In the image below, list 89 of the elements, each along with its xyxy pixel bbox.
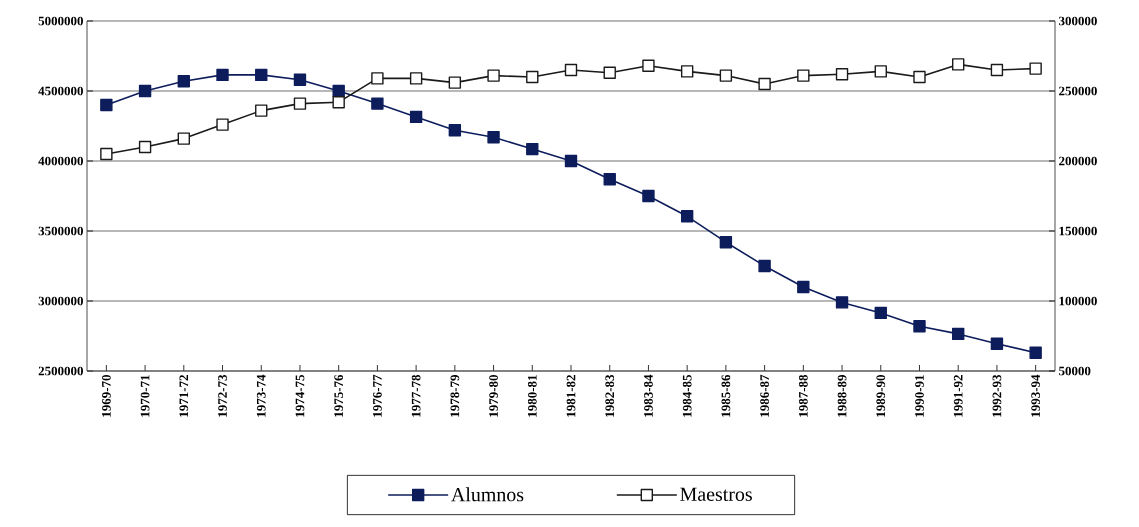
point	[526, 70, 539, 84]
point	[797, 280, 810, 294]
y-tick-label: 3500000	[38, 226, 83, 236]
point	[680, 210, 694, 223]
point	[952, 58, 965, 71]
point	[564, 154, 578, 168]
x-tick-label: 1979-80	[489, 375, 498, 417]
point	[409, 72, 423, 85]
point	[835, 296, 849, 309]
point	[758, 77, 771, 91]
point	[138, 140, 152, 154]
x-tick-label: 1974-75	[295, 375, 305, 417]
point	[719, 69, 733, 82]
point	[952, 327, 965, 341]
point	[448, 124, 462, 137]
y-tick-label: 4500000	[38, 86, 83, 96]
y2-tick-label: 100000	[1059, 296, 1097, 306]
point	[487, 131, 500, 144]
point	[216, 68, 229, 82]
legend-label: Alumnos	[451, 487, 524, 502]
point	[216, 118, 229, 131]
x-tick-label: 1993-94	[1031, 374, 1040, 417]
x-tick-label: 1991-92	[953, 375, 963, 417]
point	[874, 65, 887, 78]
x-tick-label: 1987-88	[798, 374, 808, 417]
y-tick-label: 3000000	[38, 296, 83, 306]
point	[255, 104, 268, 117]
y-tick-label: 2500000	[38, 366, 83, 376]
point	[758, 259, 771, 273]
x-tick-label: 1980-81	[527, 375, 537, 417]
point	[603, 66, 616, 79]
point	[990, 337, 1004, 350]
point	[138, 84, 152, 98]
point	[642, 189, 655, 203]
point	[835, 68, 849, 81]
x-tick-label: 1990-91	[915, 375, 924, 417]
x-tick-label: 1992-93	[992, 374, 1002, 417]
point	[797, 69, 810, 82]
y2-tick-label: 50000	[1059, 366, 1091, 376]
point	[913, 70, 926, 84]
y-tick-label: 4000000	[38, 156, 83, 166]
x-tick-label: 1975-76	[334, 374, 344, 417]
point	[1029, 62, 1042, 75]
point	[332, 96, 345, 109]
point	[177, 75, 190, 88]
x-tick-label: 1983-84	[644, 374, 653, 417]
x-tick-label: 1973-74	[256, 374, 266, 417]
point	[719, 236, 733, 249]
point	[409, 110, 423, 124]
x-tick-label: 1972-73	[218, 374, 227, 417]
x-tick-label: 1981-82	[566, 375, 576, 417]
point	[100, 98, 113, 112]
y-tick-label: 5000000	[38, 16, 83, 26]
point	[332, 84, 345, 98]
point	[526, 142, 539, 156]
point	[448, 76, 462, 89]
point	[371, 72, 384, 85]
point	[255, 68, 268, 82]
x-tick-label: 1971-72	[179, 375, 189, 417]
x-tick-label: 1970-71	[140, 375, 150, 417]
point	[603, 173, 616, 186]
point	[680, 65, 694, 78]
x-tick-label: 1976-77	[373, 374, 382, 417]
point	[293, 97, 307, 110]
point	[913, 320, 926, 333]
legend-label: Maestros	[680, 487, 752, 501]
x-tick-label: 1977-78	[411, 374, 421, 417]
y2-tick-label: 150000	[1059, 226, 1097, 236]
point	[371, 97, 384, 110]
point	[487, 69, 500, 82]
point	[177, 132, 190, 145]
point	[1029, 346, 1042, 359]
y2-tick-label: 300000	[1059, 16, 1097, 26]
point	[100, 147, 113, 161]
point	[990, 63, 1004, 77]
point	[874, 306, 887, 320]
y2-tick-label: 250000	[1059, 86, 1097, 96]
point	[642, 59, 655, 72]
x-tick-label: 1985-86	[721, 374, 731, 417]
x-tick-label: 1984-85	[682, 375, 692, 417]
point	[564, 63, 578, 77]
point	[293, 73, 307, 86]
x-tick-label: 1986-87	[760, 374, 769, 417]
x-tick-label: 1989-90	[876, 375, 886, 417]
x-tick-label: 1982-83	[605, 374, 615, 417]
x-tick-label: 1988-89	[837, 374, 847, 417]
x-tick-label: 1978-79	[450, 374, 460, 417]
y2-tick-label: 200000	[1059, 156, 1097, 166]
x-tick-label: 1969-70	[101, 375, 111, 417]
